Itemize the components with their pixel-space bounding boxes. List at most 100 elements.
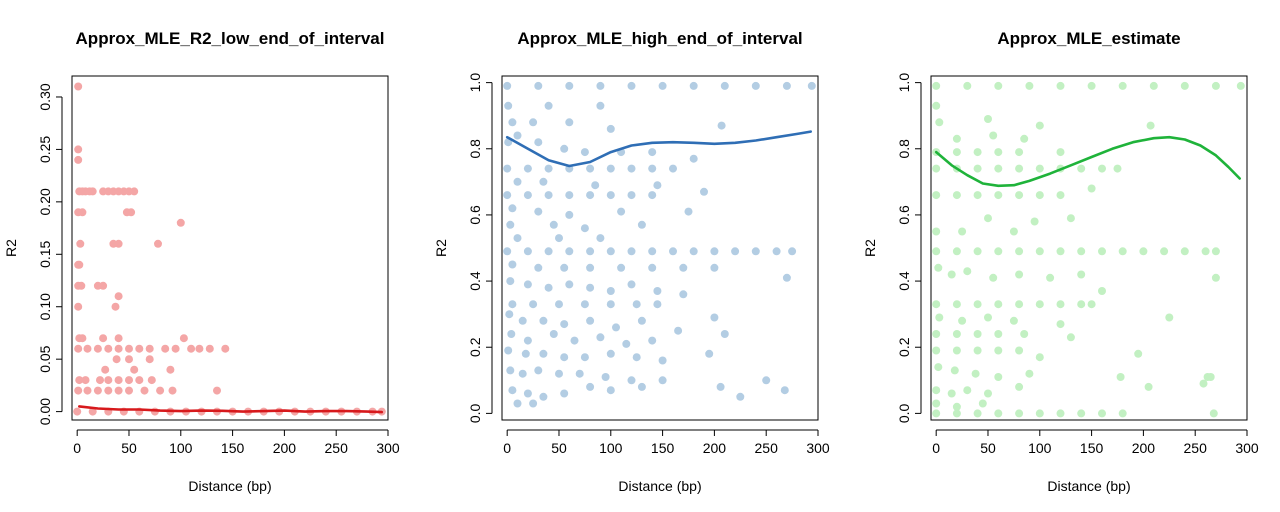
- data-point: [565, 118, 574, 127]
- data-point: [586, 316, 595, 325]
- data-point: [503, 247, 512, 256]
- data-point: [534, 138, 543, 147]
- data-point: [947, 270, 956, 279]
- data-point: [984, 115, 992, 123]
- y-tick-label: 0.0: [896, 403, 912, 423]
- data-point: [586, 164, 595, 173]
- data-point: [669, 164, 677, 173]
- data-point: [534, 207, 543, 216]
- data-point: [560, 320, 569, 329]
- data-point: [648, 148, 657, 157]
- data-point: [518, 369, 527, 378]
- data-point: [807, 81, 816, 90]
- data-point: [179, 334, 188, 343]
- data-point: [648, 263, 657, 272]
- x-tick-label: 50: [980, 440, 996, 456]
- data-point: [544, 164, 553, 173]
- data-point: [74, 145, 83, 154]
- data-point: [506, 366, 515, 375]
- data-point: [1035, 353, 1044, 362]
- chart-title: Approx_MLE_high_end_of_interval: [517, 29, 802, 48]
- x-tick-label: 200: [1132, 440, 1156, 456]
- data-point: [1015, 164, 1024, 173]
- data-point: [560, 389, 569, 398]
- data-point: [762, 376, 771, 385]
- data-point: [1160, 247, 1169, 256]
- data-point: [606, 164, 615, 173]
- data-point: [932, 346, 941, 355]
- data-point: [513, 131, 522, 140]
- data-point: [75, 376, 84, 385]
- data-point: [1046, 273, 1055, 282]
- data-point: [508, 300, 517, 309]
- data-point: [1077, 409, 1086, 418]
- data-point: [978, 399, 987, 408]
- data-point: [751, 81, 760, 90]
- y-tick-label: 0.2: [896, 337, 912, 357]
- data-point: [114, 344, 123, 353]
- data-point: [114, 334, 123, 343]
- data-point: [213, 386, 221, 395]
- plot-frame: [930, 75, 1248, 421]
- data-point: [648, 191, 657, 200]
- data-point: [570, 336, 579, 345]
- x-tick-label: 100: [1028, 440, 1052, 456]
- data-point: [1056, 148, 1065, 157]
- data-point: [534, 366, 543, 375]
- y-axis-label: R2: [862, 239, 878, 257]
- y-tick-label: 0.30: [37, 83, 53, 110]
- data-point: [166, 365, 175, 374]
- data-points: [932, 81, 1245, 418]
- x-axis-label: Distance (bp): [618, 478, 701, 494]
- data-point: [549, 330, 558, 338]
- data-point: [114, 239, 123, 248]
- data-points: [73, 82, 386, 416]
- data-point: [736, 392, 745, 401]
- data-point: [539, 349, 548, 358]
- y-tick-label: 0.6: [467, 205, 483, 225]
- data-point: [958, 227, 967, 236]
- data-point: [1056, 247, 1065, 256]
- data-point: [1211, 81, 1220, 90]
- data-point: [1134, 349, 1143, 358]
- chart-title: Approx_MLE_R2_low_end_of_interval: [76, 29, 385, 48]
- data-point: [560, 353, 569, 362]
- data-point: [544, 101, 553, 110]
- x-tick-label: 200: [273, 440, 297, 456]
- data-point: [1077, 300, 1086, 309]
- data-point: [168, 386, 177, 395]
- data-point: [1030, 217, 1039, 226]
- data-point: [125, 376, 133, 385]
- data-point: [147, 376, 156, 385]
- data-point: [1118, 247, 1127, 256]
- data-point: [932, 330, 941, 338]
- y-axis-label: R2: [3, 239, 19, 257]
- y-tick-label: 1.0: [896, 73, 912, 93]
- data-point: [627, 280, 636, 289]
- data-point: [658, 81, 667, 90]
- y-tick-label: 0.0: [467, 403, 483, 423]
- x-tick-label: 50: [121, 440, 137, 456]
- data-point: [125, 344, 133, 353]
- data-point: [99, 281, 108, 290]
- data-point: [952, 247, 961, 256]
- data-point: [989, 273, 998, 282]
- data-point: [77, 281, 86, 290]
- data-point: [710, 247, 719, 256]
- data-point: [1146, 121, 1155, 130]
- data-point: [145, 355, 154, 364]
- data-point: [994, 300, 1003, 309]
- y-tick-label: 0.8: [896, 139, 912, 159]
- data-point: [658, 356, 667, 365]
- x-tick-label: 100: [599, 440, 623, 456]
- data-point: [751, 247, 760, 256]
- x-tick-label: 100: [169, 440, 193, 456]
- data-point: [114, 376, 123, 385]
- data-point: [1118, 81, 1127, 90]
- x-tick-label: 250: [755, 440, 779, 456]
- data-point: [994, 409, 1003, 418]
- data-point: [973, 346, 982, 355]
- y-tick-label: 0.20: [37, 188, 53, 215]
- data-point: [1056, 320, 1065, 329]
- data-point: [523, 336, 532, 345]
